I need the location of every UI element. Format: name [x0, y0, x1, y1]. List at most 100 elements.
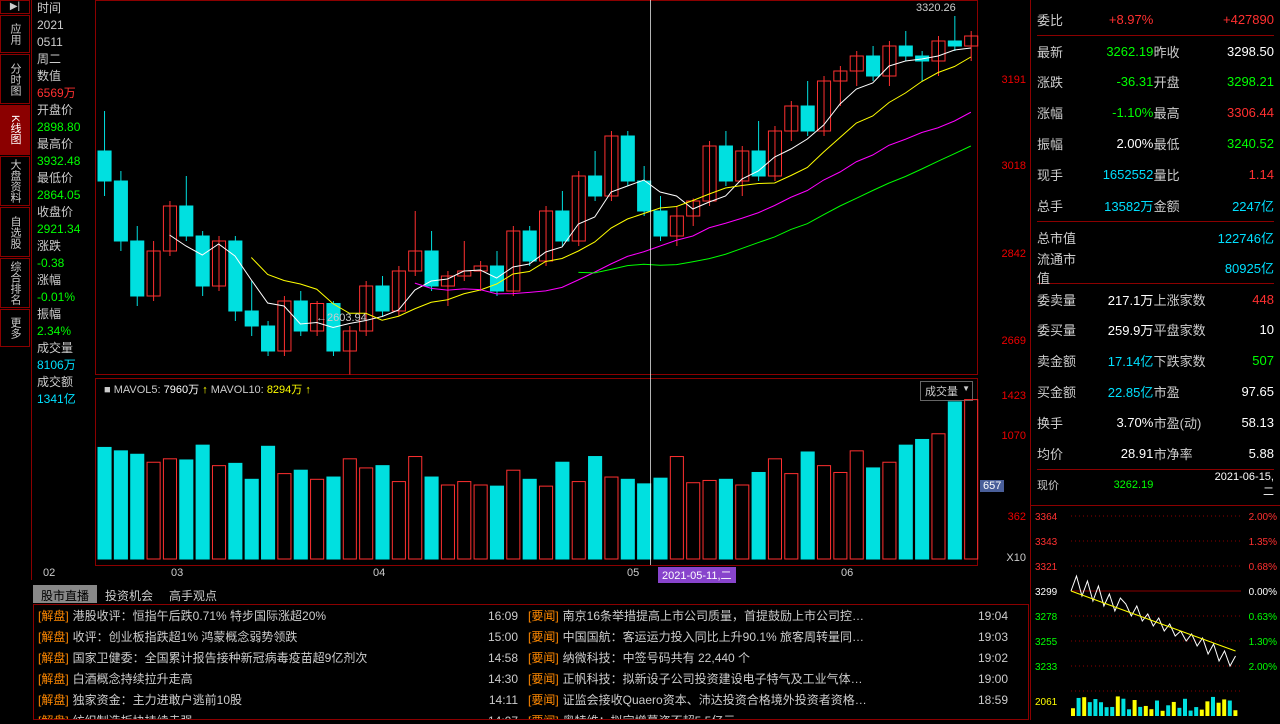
quote-value: 13582万: [1087, 196, 1153, 215]
ytick: 3018: [1002, 160, 1026, 172]
nav-item-3[interactable]: 大盘资料: [0, 156, 30, 206]
vol-ytick: 362: [1008, 511, 1026, 523]
nav-item-5[interactable]: 综合排名: [0, 258, 30, 308]
news-text: 南京16条举措提高上市公司质量，首提鼓励上市公司控…: [563, 607, 966, 624]
quote-label2: 量比: [1154, 165, 1208, 184]
news-tab-0[interactable]: 股市直播: [33, 585, 97, 603]
news-time: 19:00: [966, 672, 1014, 686]
quote-row-3: 涨幅-1.10%最高3306.44: [1037, 97, 1274, 128]
news-row[interactable]: [解盘]港股收评：恒指午后跌0.71% 特步国际涨超20%16:09[要闻]南京…: [34, 605, 1028, 626]
nav-item-6[interactable]: 更多: [0, 309, 30, 347]
news-row[interactable]: [解盘]收评：创业板指跌超1% 鸿蒙概念弱势领跌15:00[要闻]中国国航：客运…: [34, 626, 1028, 647]
news-tab-2[interactable]: 高手观点: [161, 585, 225, 603]
news-tab-1[interactable]: 投资机会: [97, 585, 161, 603]
news-time: 14:30: [476, 672, 524, 686]
svg-text:3233: 3233: [1035, 662, 1058, 673]
time-tick: 04: [373, 567, 385, 579]
mini-intraday-chart[interactable]: 336433433321329932783255323320612.00%1.3…: [1030, 505, 1280, 720]
volume-chart[interactable]: ■ MAVOL5: 7960万 ↑ MAVOL10: 8294万 ↑ 成交量: [95, 378, 978, 566]
quote-value: 3262.19: [1087, 44, 1153, 59]
candlestick-chart[interactable]: 3320.26←2603.94: [95, 0, 978, 375]
info-open: 2898.80: [37, 119, 93, 136]
quote-value: -1.10%: [1087, 105, 1153, 120]
news-row[interactable]: [解盘]白酒概念持续拉升走高14:30[要闻]正帆科技：拟新设子公司投资建设电子…: [34, 668, 1028, 689]
quote-value2: 507: [1208, 353, 1274, 368]
quote-value2: 3298.21: [1208, 74, 1274, 89]
info-chg: -0.38: [37, 255, 93, 272]
news-text: 国家卫健委：全国累计报告接种新冠病毒疫苗超9亿剂次: [73, 649, 476, 666]
time-tick: 05: [627, 567, 639, 579]
quote-value2: 5.88: [1208, 446, 1274, 461]
quote-label2: 下跌家数: [1154, 351, 1208, 370]
nav-item-1[interactable]: 分时图: [0, 54, 30, 104]
quote-panel: 委比+8.97%+427890最新3262.19昨收3298.50涨跌-36.3…: [1030, 0, 1280, 505]
quote-label: 流通市值: [1037, 249, 1087, 287]
info-time3: 周二: [37, 51, 93, 68]
news-time: 14:11: [476, 693, 524, 707]
quote-label2: 开盘: [1154, 72, 1208, 91]
quote-row-14: 均价28.91市净率5.88: [1037, 438, 1274, 469]
news-tag: [解盘]: [38, 649, 69, 666]
time-tick: 03: [171, 567, 183, 579]
news-row[interactable]: [解盘]纺织制造板块持续走强14:07[要闻]奥特维：拟定增募资不超5.5亿元: [34, 710, 1028, 720]
quote-value2: 3298.50: [1208, 44, 1274, 59]
news-time: 16:09: [476, 609, 524, 623]
quote-label: 换手: [1037, 413, 1087, 432]
quote-label: 委买量: [1037, 320, 1087, 339]
info-amp: 2.34%: [37, 323, 93, 340]
quote-label: 卖金额: [1037, 351, 1087, 370]
quote-label2: 平盘家数: [1154, 320, 1208, 339]
nav-item-4[interactable]: 自选股: [0, 207, 30, 257]
quote-value: -36.31: [1087, 74, 1153, 89]
quote-row-0: 委比+8.97%+427890: [1037, 4, 1274, 35]
quote-value: 2.00%: [1087, 136, 1153, 151]
news-tag: [要闻]: [528, 691, 559, 708]
news-tag: [要闻]: [528, 712, 559, 720]
quote-label2: 最低: [1154, 134, 1208, 153]
news-tag: [要闻]: [528, 607, 559, 624]
quote-value: 259.9万: [1087, 320, 1153, 339]
quote-label: 现手: [1037, 165, 1087, 184]
quote-row-4: 振幅2.00%最低3240.52: [1037, 128, 1274, 159]
svg-text:1.35%: 1.35%: [1249, 537, 1277, 548]
svg-text:2.00%: 2.00%: [1249, 512, 1277, 523]
news-tag: [解盘]: [38, 691, 69, 708]
quote-value2: 3306.44: [1208, 105, 1274, 120]
quote-value: 28.91: [1087, 446, 1153, 461]
quote-label: 涨幅: [1037, 103, 1087, 122]
quote-label: 涨跌: [1037, 72, 1087, 91]
news-time: 19:02: [966, 651, 1014, 665]
quote-value2: 2021-06-15,二: [1208, 471, 1274, 499]
quote-value2: 448: [1208, 292, 1274, 307]
ytick: 2669: [1002, 335, 1026, 347]
quote-row-15: 现价3262.192021-06-15,二: [1037, 469, 1274, 500]
news-time: 19:03: [966, 630, 1014, 644]
info-low: 2864.05: [37, 187, 93, 204]
svg-text:3364: 3364: [1035, 512, 1058, 523]
quote-label: 总手: [1037, 196, 1087, 215]
ytick: 2842: [1002, 248, 1026, 260]
quote-row-7: 总市值122746亿: [1037, 221, 1274, 252]
info-close_label: 收盘价: [37, 204, 93, 221]
quote-row-11: 卖金额17.14亿下跌家数507: [1037, 345, 1274, 376]
info-amt: 1341亿: [37, 391, 93, 408]
news-tag: [要闻]: [528, 628, 559, 645]
nav-item-2[interactable]: K线图: [0, 105, 30, 155]
news-text: 奥特维：拟定增募资不超5.5亿元: [563, 712, 966, 720]
news-tabs: 股市直播投资机会高手观点: [33, 585, 1029, 603]
info-chg_label: 涨跌: [37, 238, 93, 255]
news-row[interactable]: [解盘]独家资金：主力进敢户逃前10股14:11[要闻]证监会接收Quaero资…: [34, 689, 1028, 710]
news-row[interactable]: [解盘]国家卫健委：全国累计报告接种新冠病毒疫苗超9亿剂次14:58[要闻]纳微…: [34, 647, 1028, 668]
nav-item-0[interactable]: 应用: [0, 15, 30, 53]
nav-collapse-icon[interactable]: ▶|: [0, 0, 30, 14]
quote-label2: 昨收: [1154, 42, 1208, 61]
time-axis: 02030405062021-05-11,二: [33, 565, 1029, 583]
info-column: 时间20210511周二数值6569万开盘价2898.80最高价3932.48最…: [33, 0, 93, 400]
news-time: 14:58: [476, 651, 524, 665]
svg-text:3255: 3255: [1035, 637, 1058, 648]
quote-label2: 金额: [1154, 196, 1208, 215]
crosshair-value-badge: 657: [980, 480, 1004, 492]
news-text: 独家资金：主力进敢户逃前10股: [73, 691, 476, 708]
quote-label: 总市值: [1037, 228, 1087, 247]
news-text: 纳微科技：中签号码共有 22,440 个: [563, 649, 966, 666]
